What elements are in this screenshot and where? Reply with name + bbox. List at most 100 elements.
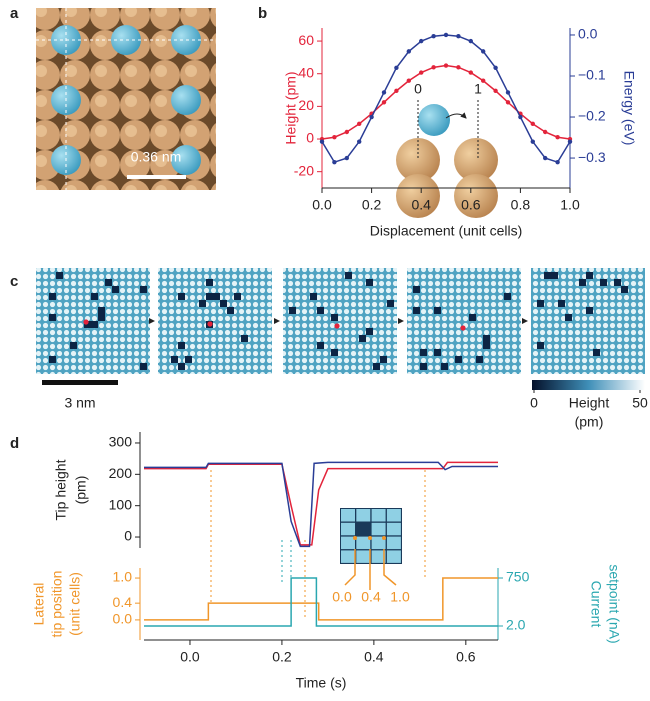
vacancy (105, 279, 112, 286)
vacancy (213, 293, 220, 300)
figure: a 0.36 nm b 0 1 c 3 nm Height (pm) d (0, 0, 650, 701)
y-tick-label: 100 (109, 496, 133, 512)
data-point (345, 156, 349, 160)
panel-label: b (258, 5, 267, 22)
inset-label: 0.0 (332, 589, 352, 605)
vacancy (49, 293, 56, 300)
data-point (431, 34, 435, 38)
inset-label: 1 (474, 81, 482, 97)
vacancy (434, 307, 441, 314)
data-point (469, 39, 473, 43)
data-point (345, 130, 349, 134)
vacancy (49, 356, 56, 363)
axis-label: (pm) (73, 476, 89, 505)
data-point (531, 139, 535, 143)
y2-tick-label: −0.2 (578, 108, 606, 124)
data-point (555, 135, 559, 139)
vacancy (579, 279, 586, 286)
x-tick-label: 0.0 (312, 197, 332, 213)
tile (341, 537, 355, 550)
inset-grid (340, 508, 402, 590)
series-line (144, 462, 498, 544)
tile (356, 509, 370, 522)
vacancy (206, 279, 213, 286)
vacancy (469, 314, 476, 321)
data-point (568, 139, 572, 143)
vacancy (91, 293, 98, 300)
vacancy (140, 286, 147, 293)
y-tick-label: 300 (109, 434, 133, 450)
x-tick-label: 0.2 (272, 649, 292, 665)
x-tick-label: 0.6 (461, 197, 481, 213)
inset-label: 1.0 (390, 589, 410, 605)
y-tick-label: 200 (109, 465, 133, 481)
y-tick-label: 0.4 (113, 594, 133, 610)
vacancy (483, 342, 490, 349)
vacancy (420, 349, 427, 356)
vacancy (413, 286, 420, 293)
series-line (144, 462, 498, 546)
data-point (543, 130, 547, 134)
panel-label: a (10, 5, 19, 22)
data-point (456, 65, 460, 69)
data-point (493, 89, 497, 93)
vacancy (558, 300, 565, 307)
data-point (444, 33, 448, 37)
y2-tick-label: −0.1 (578, 67, 606, 83)
data-point (394, 66, 398, 70)
data-point (332, 160, 336, 164)
vacancy (373, 363, 380, 370)
x-tick-label: 0.8 (511, 197, 531, 213)
data-point (332, 135, 336, 139)
vacancy (483, 335, 490, 342)
vacancy (178, 293, 185, 300)
vacancy (476, 356, 483, 363)
colorbar-tick-label: 0 (530, 395, 538, 411)
x-tick-label: 0.4 (364, 649, 384, 665)
vacancy (56, 272, 63, 279)
vacancy (551, 272, 558, 279)
y2-tick-label: 750 (506, 569, 530, 585)
y-tick-label: 0.0 (113, 611, 133, 627)
axis-label: Current (588, 581, 604, 628)
vacancy (241, 335, 248, 342)
tile (341, 509, 355, 522)
vacancy (586, 307, 593, 314)
vacancy (178, 342, 185, 349)
tile (387, 509, 401, 522)
vacancy (420, 363, 427, 370)
axis-label: Height (pm) (283, 71, 299, 144)
series-line (144, 578, 498, 620)
data-point (543, 156, 547, 160)
vacancy (345, 272, 352, 279)
data-point (407, 79, 411, 83)
vacancy (380, 356, 387, 363)
axis-label: (unit cells) (67, 572, 83, 636)
data-point (419, 39, 423, 43)
tile (341, 523, 355, 536)
data-point (506, 100, 510, 104)
axis-label: setpoint (nA) (606, 564, 622, 643)
y-tick-label: 20 (298, 97, 314, 113)
vacancy (185, 356, 192, 363)
vacancy (544, 272, 551, 279)
vacancy (586, 272, 593, 279)
data-point (357, 139, 361, 143)
vacancy (171, 356, 178, 363)
vacancy (98, 307, 105, 314)
vacancy (49, 314, 56, 321)
data-point (506, 90, 510, 94)
series-line (144, 578, 498, 626)
vacancy (317, 342, 324, 349)
vacancy (98, 314, 105, 321)
tip-marker (207, 321, 212, 326)
data-point (555, 160, 559, 164)
axis-label: Lateral (31, 583, 47, 626)
tip-marker (460, 325, 465, 330)
data-point (531, 122, 535, 126)
tip-marker (334, 323, 339, 328)
y2-tick-label: 2.0 (506, 617, 526, 633)
vacancy (70, 342, 77, 349)
vacancy (537, 342, 544, 349)
y-tick-label: 60 (298, 32, 314, 48)
